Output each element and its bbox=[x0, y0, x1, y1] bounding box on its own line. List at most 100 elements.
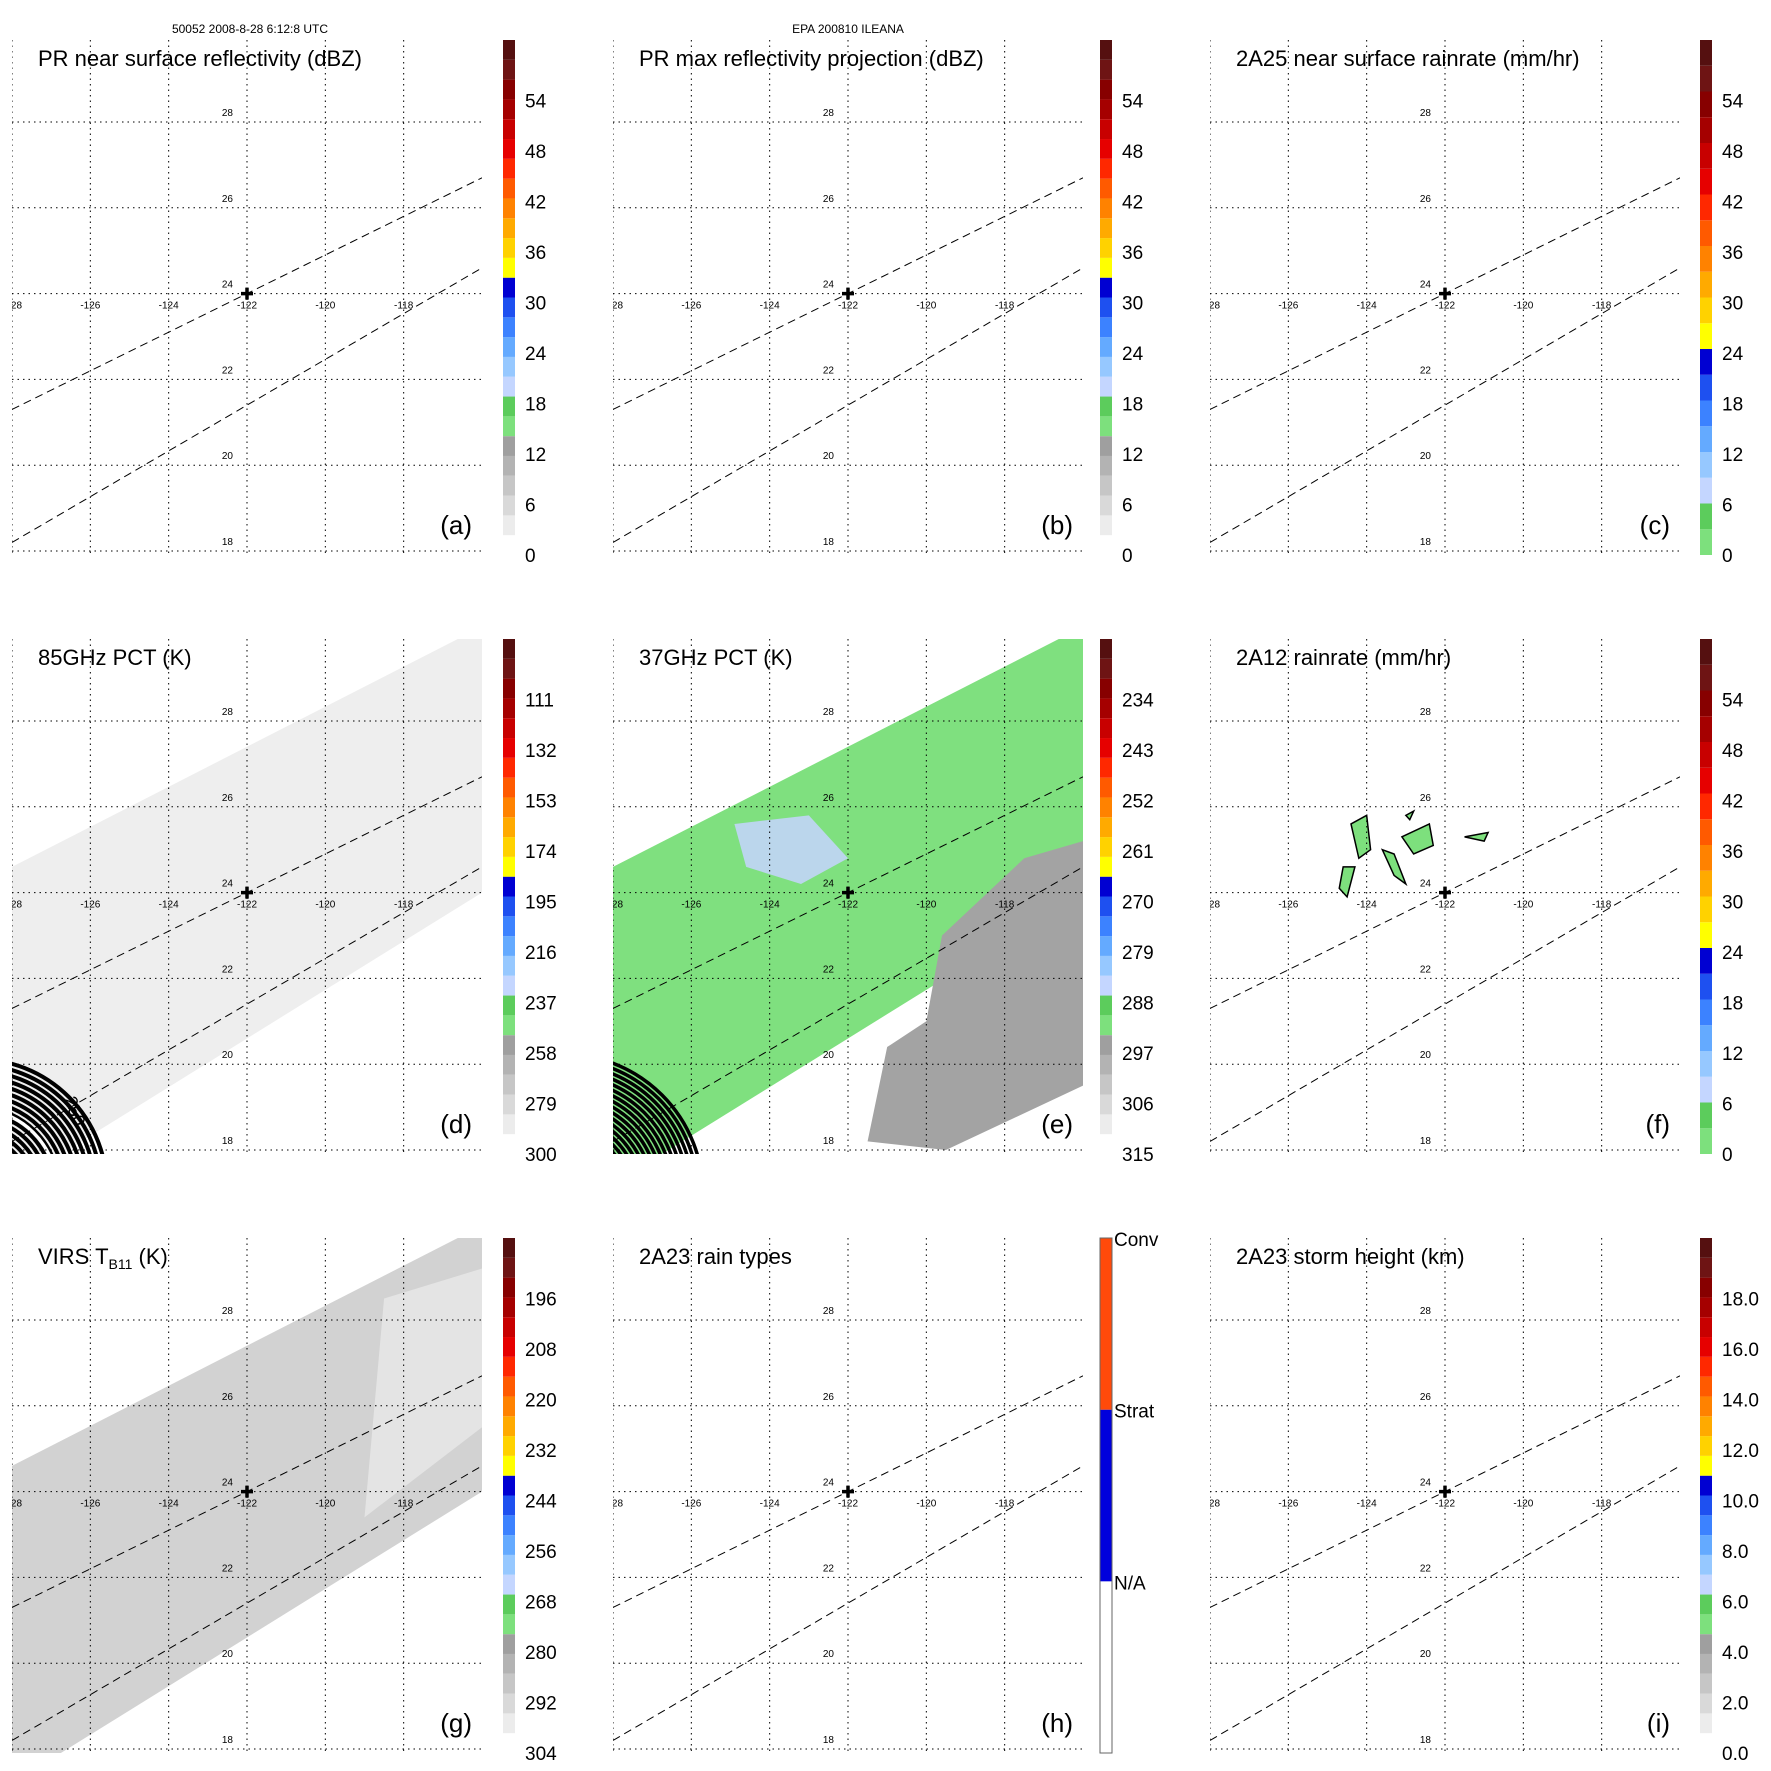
colorbar-tick-label: 18 bbox=[525, 395, 546, 416]
colorbar-segment bbox=[503, 396, 515, 417]
lat-tick-label: 18 bbox=[1420, 1136, 1432, 1147]
colorbar-segment bbox=[1700, 143, 1712, 169]
colorbar-segment bbox=[503, 1317, 515, 1338]
lon-tick-label: -122 bbox=[838, 301, 858, 312]
colorbar-tick-label: 279 bbox=[1122, 943, 1154, 964]
colorbar-segment bbox=[1700, 922, 1712, 948]
colorbar-segment bbox=[503, 817, 515, 838]
colorbar-segment bbox=[1100, 936, 1112, 956]
panel-d-colorbar: 111 132 153 174 195 216 237 258 279 300 bbox=[503, 639, 557, 1166]
tick-labels: -128 -126 -124 -122 -120 -118 18 20 22 24 26 28 bbox=[1200, 108, 1612, 548]
lon-tick-label: -124 bbox=[159, 301, 179, 312]
colorbar-segment bbox=[1100, 1409, 1112, 1582]
colorbar-segment bbox=[503, 995, 515, 1016]
colorbar-segment bbox=[503, 738, 515, 758]
lon-tick-label: -128 bbox=[603, 301, 623, 312]
rain-cells bbox=[1338, 809, 1490, 899]
colorbar-tick-label: 304 bbox=[525, 1744, 557, 1765]
colorbar-segment bbox=[503, 1673, 515, 1694]
colorbar-segment bbox=[503, 896, 515, 917]
grid bbox=[613, 639, 1083, 1154]
colorbar-tick-label: 132 bbox=[525, 741, 557, 762]
lon-tick-label: -124 bbox=[1357, 301, 1377, 312]
colorbar-segment bbox=[1700, 503, 1712, 530]
colorbar-segment bbox=[1700, 349, 1712, 375]
lon-tick-label: -120 bbox=[315, 900, 335, 911]
lon-tick-label: -118 bbox=[1592, 301, 1612, 312]
colorbar-tick-label: 196 bbox=[525, 1290, 557, 1311]
colorbar-segment bbox=[1100, 698, 1112, 719]
colorbar-segment bbox=[1700, 1297, 1712, 1318]
colorbar-segment bbox=[1700, 1436, 1712, 1456]
colorbar-segment bbox=[1100, 396, 1112, 417]
lon-tick-label: -118 bbox=[394, 1499, 414, 1510]
colorbar-segment bbox=[1100, 1114, 1112, 1135]
panel-g-colorbar: 196 208 220 232 244 256 268 280 292 304 bbox=[503, 1238, 557, 1765]
colorbar-segment bbox=[1100, 198, 1112, 219]
colorbar-tick-label: 30 bbox=[1122, 294, 1143, 315]
lon-tick-label: -120 bbox=[916, 1499, 936, 1510]
lon-tick-label: -120 bbox=[1513, 301, 1533, 312]
colorbar-segment bbox=[503, 119, 515, 140]
colorbar-segment bbox=[1700, 1535, 1712, 1555]
colorbar-segment bbox=[1700, 529, 1712, 555]
lon-tick-label: -124 bbox=[760, 900, 780, 911]
cold-region bbox=[734, 815, 848, 885]
colorbar-tick-label: 54 bbox=[1122, 92, 1144, 113]
colorbar-segment bbox=[503, 698, 515, 719]
colorbar-tick-label: 288 bbox=[1122, 994, 1154, 1015]
panel-a-colorbar: 54 48 42 36 30 24 18 12 6 0 bbox=[503, 40, 547, 567]
tick-labels: -128 -126 -124 -122 -120 -118 18 20 22 24 26 28 bbox=[603, 1306, 1015, 1746]
colorbar-segment bbox=[503, 639, 515, 659]
lat-tick-label: 22 bbox=[823, 1563, 835, 1574]
colorbar-segment bbox=[1700, 297, 1712, 324]
lon-tick-label: -126 bbox=[1278, 1499, 1298, 1510]
lon-tick-label: -126 bbox=[1278, 900, 1298, 911]
colorbar-segment bbox=[1700, 194, 1712, 221]
colorbar-segment bbox=[503, 1094, 515, 1115]
rain-cell bbox=[1338, 866, 1356, 899]
colorbar-tick-label: 270 bbox=[1122, 893, 1154, 914]
colorbar-tick-label: 216 bbox=[525, 943, 557, 964]
panel-e: -128 -126 -124 -122 -120 -118 18 20 22 24 26 28 37GH… bbox=[613, 639, 1154, 1166]
colorbar-segment bbox=[1100, 317, 1112, 338]
lat-tick-label: 24 bbox=[1420, 1478, 1432, 1489]
panel-c-colorbar: 54 48 42 36 30 24 18 12 6 0 bbox=[1700, 40, 1744, 567]
panel-f-colorbar: 54 48 42 36 30 24 18 12 6 0 bbox=[1700, 639, 1744, 1166]
panel-b-plot: -128 -126 -124 -122 -120 -118 18 20 22 24 26 28 bbox=[603, 40, 1083, 555]
colorbar-tick-label: 12 bbox=[525, 445, 546, 466]
lon-tick-label: -128 bbox=[1200, 301, 1220, 312]
colorbar-segment bbox=[1100, 218, 1112, 239]
colorbar-segment bbox=[1700, 999, 1712, 1026]
lat-tick-label: 28 bbox=[222, 1306, 234, 1317]
lat-tick-label: 28 bbox=[823, 108, 835, 119]
lon-tick-label: -118 bbox=[995, 900, 1015, 911]
colorbar-segment bbox=[503, 79, 515, 100]
colorbar-segment bbox=[1700, 1495, 1712, 1516]
colorbar-segment bbox=[1700, 1713, 1712, 1734]
colorbar-segment bbox=[503, 1713, 515, 1734]
colorbar-frame bbox=[1099, 1237, 1113, 1754]
colorbar-tick-label: 244 bbox=[525, 1492, 557, 1513]
colorbar-tick-label: 24 bbox=[525, 344, 547, 365]
colorbar-segment bbox=[1100, 297, 1112, 318]
lon-tick-label: -122 bbox=[1435, 900, 1455, 911]
tick-labels: -128 -126 -124 -122 -120 -118 18 20 22 24 26 28 bbox=[12, 108, 414, 548]
colorbar-segment bbox=[503, 678, 515, 699]
lat-tick-label: 28 bbox=[1420, 707, 1432, 718]
lon-tick-label: -122 bbox=[237, 900, 257, 911]
colorbar-segment bbox=[1700, 1515, 1712, 1536]
lon-tick-label: -128 bbox=[603, 1499, 623, 1510]
colorbar-segment bbox=[1700, 1653, 1712, 1674]
colorbar-segment bbox=[1700, 426, 1712, 452]
colorbar-segment bbox=[1100, 257, 1112, 278]
lat-tick-label: 28 bbox=[1420, 1306, 1432, 1317]
contour-ring bbox=[613, 1117, 646, 1154]
colorbar-segment bbox=[1100, 777, 1112, 798]
lon-tick-label: -118 bbox=[1592, 1499, 1612, 1510]
colorbar-tick-label: 300 bbox=[525, 1145, 557, 1166]
colorbar-segment bbox=[1700, 1416, 1712, 1437]
colorbar-tick-label: 0.0 bbox=[1722, 1744, 1748, 1765]
tick-labels: -128 -126 -124 -122 -120 -118 18 20 22 24 26 28 bbox=[1200, 707, 1612, 1147]
lon-tick-label: -128 bbox=[1200, 900, 1220, 911]
